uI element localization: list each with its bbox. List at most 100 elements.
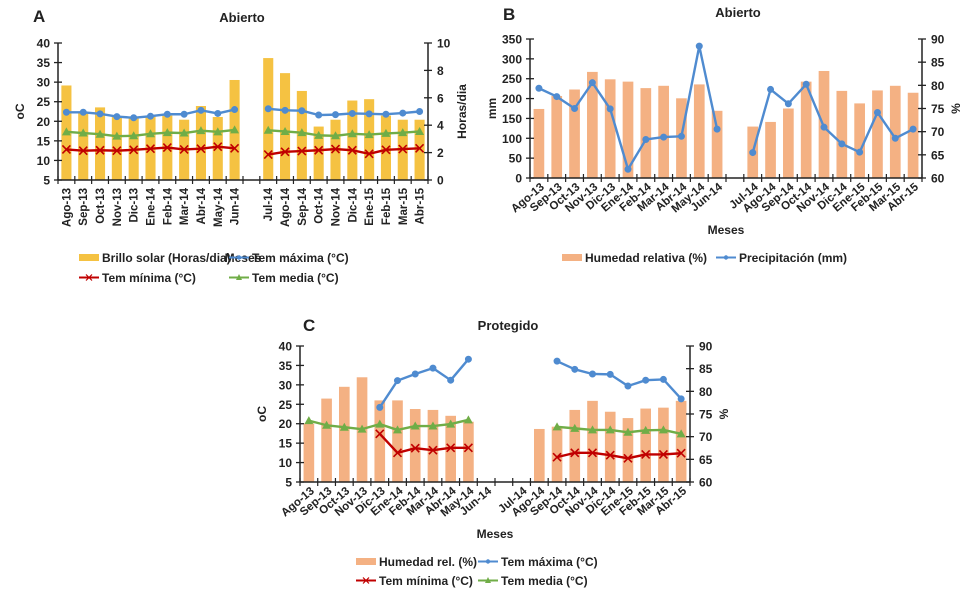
data-point [624, 165, 632, 173]
data-point [749, 149, 757, 157]
legend-label: Tem mínima (°C) [102, 271, 196, 285]
data-point [347, 129, 357, 138]
bar [907, 92, 919, 178]
y-tick-label: 30 [279, 378, 293, 392]
bar [263, 58, 274, 180]
line-series [304, 415, 686, 438]
y-tick-label: 15 [279, 437, 293, 451]
x-tick-label: Ago-13 [61, 188, 73, 227]
x-tick-label: Feb-14 [162, 187, 174, 225]
legend: Brillo solar (Horas/dia) Tem máxima (°C) T… [79, 251, 349, 285]
bar [347, 100, 358, 180]
legend: Humedad relativa (%) Precipitación (mm) [562, 251, 847, 265]
data-point [588, 79, 596, 87]
bar [658, 407, 669, 482]
legend-item: Tem media (°C) [478, 574, 588, 588]
data-point [446, 419, 456, 428]
data-point [658, 449, 668, 459]
y-tick-label: 0 [515, 172, 522, 186]
legend-item: Tem media (°C) [229, 271, 339, 285]
bar [569, 89, 580, 178]
line-series [375, 429, 686, 463]
data-point [129, 131, 139, 140]
data-point [695, 42, 703, 50]
bar [195, 106, 206, 180]
x-tick-label: Dic-13 [129, 188, 141, 223]
legend-item: Tem máxima (°C) [229, 251, 349, 265]
bar [640, 88, 652, 178]
y2-axis-title: % [949, 103, 963, 114]
y2-tick-label: 6 [437, 91, 444, 105]
bar [675, 400, 687, 482]
bar [622, 418, 634, 482]
data-point [314, 130, 324, 139]
bar [569, 409, 581, 482]
y2-tick-label: 65 [699, 453, 713, 467]
data-point [96, 110, 104, 118]
data-point [624, 382, 632, 390]
legend-marker [362, 577, 370, 584]
y2-tick-label: 4 [437, 119, 444, 133]
data-point [393, 425, 402, 434]
panel-letter: A [33, 7, 45, 26]
bar [889, 85, 901, 178]
y2-tick-label: 10 [437, 37, 451, 51]
data-point [410, 443, 420, 453]
legend-item: Brillo solar (Horas/dia) [79, 251, 231, 265]
y2-tick-label: 60 [931, 172, 945, 186]
data-point [464, 355, 472, 363]
bar [374, 400, 386, 482]
panel-letter: C [303, 316, 315, 335]
data-point [364, 149, 374, 159]
bar [380, 115, 391, 180]
legend-label: Precipitación (mm) [739, 251, 847, 265]
data-point [364, 130, 374, 139]
x-tick-label: Sep-13 [78, 188, 90, 226]
data-point [297, 128, 307, 137]
data-point [381, 145, 391, 155]
bar [78, 112, 89, 180]
bar [587, 400, 598, 482]
x-tick-label: May-14 [213, 187, 225, 227]
series-line [751, 83, 914, 154]
data-point [322, 420, 332, 429]
y-tick-label: 35 [279, 359, 293, 373]
data-point [112, 131, 122, 140]
chart-title: Abierto [715, 5, 761, 20]
bar [604, 79, 616, 178]
legend-item: Precipitación (mm) [716, 251, 847, 265]
data-point [660, 133, 668, 141]
data-point [213, 142, 223, 152]
data-point [162, 128, 172, 137]
data-point [677, 395, 685, 403]
data-point [428, 445, 438, 455]
data-point [79, 108, 87, 116]
y-tick-label: 25 [37, 95, 51, 109]
data-point [264, 105, 272, 113]
data-point [802, 80, 810, 88]
data-point [429, 364, 437, 372]
y-tick-label: 200 [502, 92, 522, 106]
data-point [162, 142, 172, 153]
bar [111, 116, 122, 180]
data-point [415, 126, 425, 135]
y-tick-label: 300 [502, 52, 522, 66]
legend-item: Tem mínima (°C) [79, 271, 196, 285]
data-point [535, 84, 543, 92]
legend-marker [236, 274, 242, 280]
data-point [767, 85, 775, 93]
data-point [382, 110, 390, 118]
bar [321, 398, 332, 482]
bar [711, 110, 723, 178]
data-point [375, 429, 385, 439]
bar [212, 116, 223, 180]
data-point [213, 127, 223, 136]
legend-marker [85, 274, 93, 281]
bar [872, 90, 883, 178]
legend-label: Humedad rel. (%) [379, 555, 477, 569]
data-point [820, 123, 828, 131]
y2-tick-label: 0 [437, 174, 444, 188]
chart-title: Protegido [478, 318, 539, 333]
x-tick-label: Ago-14 [280, 187, 292, 227]
data-point [642, 376, 650, 384]
